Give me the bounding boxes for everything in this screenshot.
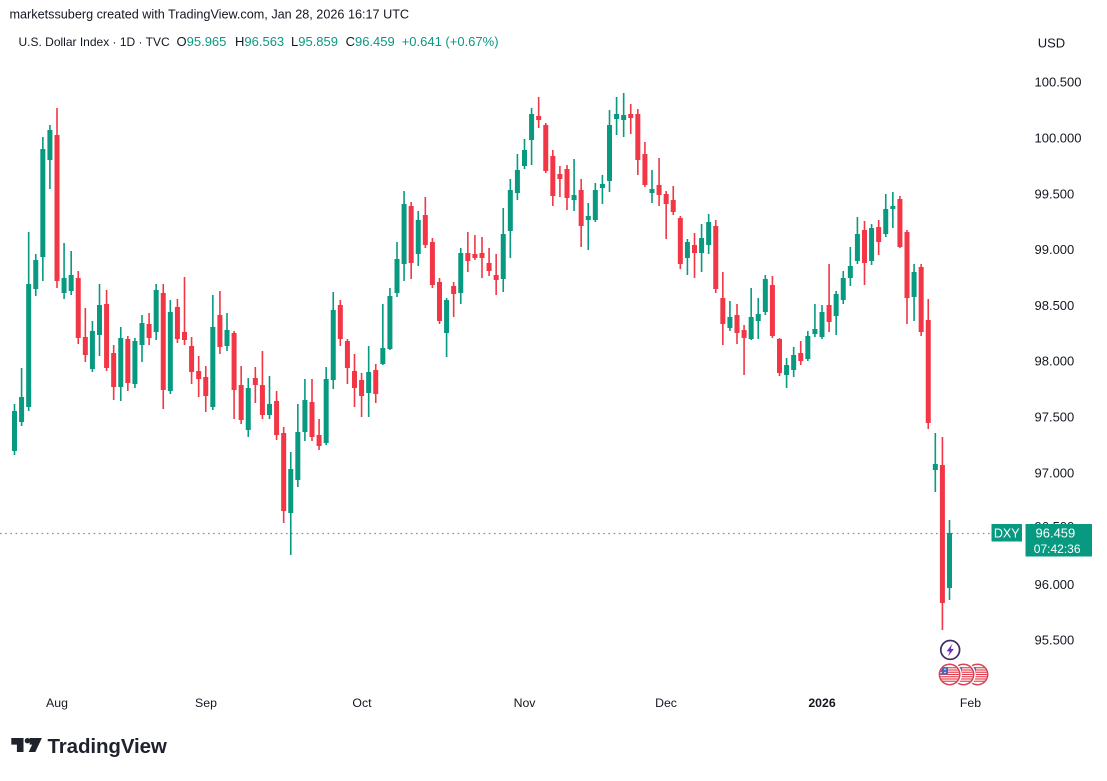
svg-text:Sep: Sep xyxy=(195,696,217,710)
svg-text:100.000: 100.000 xyxy=(1035,131,1082,146)
svg-text:Oct: Oct xyxy=(352,696,372,710)
svg-text:98.500: 98.500 xyxy=(1035,298,1075,313)
svg-text:99.000: 99.000 xyxy=(1035,242,1075,257)
svg-text:07:42:36: 07:42:36 xyxy=(1034,542,1081,556)
svg-text:TradingView: TradingView xyxy=(48,735,167,758)
svg-text:95.500: 95.500 xyxy=(1035,633,1075,648)
svg-text:96.459: 96.459 xyxy=(1036,526,1076,541)
svg-text:Feb: Feb xyxy=(960,696,981,710)
svg-text:98.000: 98.000 xyxy=(1035,354,1075,369)
svg-text:99.500: 99.500 xyxy=(1035,186,1075,201)
svg-text:DXY: DXY xyxy=(994,526,1020,540)
svg-text:96.000: 96.000 xyxy=(1035,577,1075,592)
svg-text:marketssuberg created with Tra: marketssuberg created with TradingView.c… xyxy=(10,8,410,22)
svg-text:97.000: 97.000 xyxy=(1035,465,1075,480)
svg-text:Nov: Nov xyxy=(514,696,537,710)
svg-text:Dec: Dec xyxy=(655,696,677,710)
svg-text:100.500: 100.500 xyxy=(1035,75,1082,90)
svg-text:97.500: 97.500 xyxy=(1035,410,1075,425)
svg-text:USD: USD xyxy=(1038,36,1065,51)
svg-text:Aug: Aug xyxy=(46,696,68,710)
svg-text:2026: 2026 xyxy=(808,696,836,710)
